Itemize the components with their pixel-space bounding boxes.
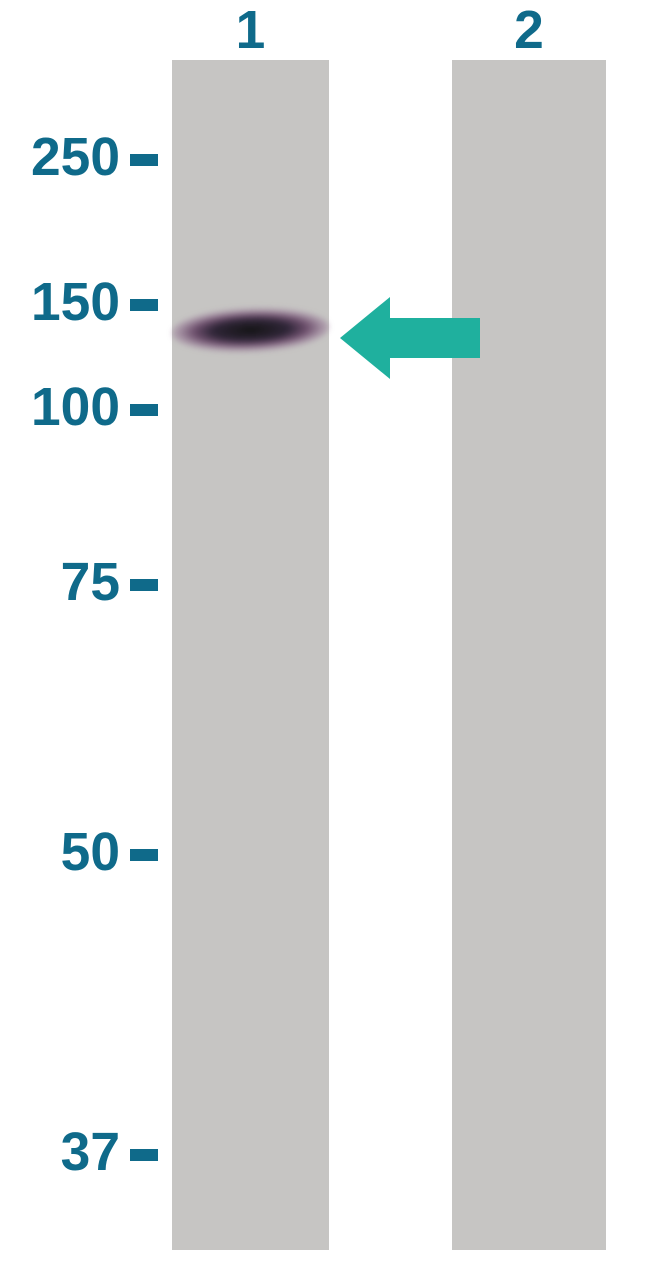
mw-marker-label: 100 [31,377,120,438]
mw-marker-label: 37 [61,1122,120,1183]
mw-marker-tick [130,154,158,166]
lane-header-lane1: 1 [172,0,329,61]
mw-marker-tick [130,404,158,416]
mw-marker-tick [130,1149,158,1161]
band-pointer-arrow-icon [340,297,480,379]
mw-marker-label: 75 [61,552,120,613]
mw-marker-tick [130,299,158,311]
mw-marker-tick [130,849,158,861]
mw-marker-label: 250 [31,127,120,188]
gel-lane1 [172,60,329,1250]
mw-marker-tick [130,579,158,591]
mw-marker-label: 50 [61,822,120,883]
mw-marker-label: 150 [31,272,120,333]
western-blot-figure: 1 2 250 150 100 75 50 37 [0,0,650,1270]
gel-lane2 [452,60,606,1250]
lane-header-lane2: 2 [452,0,606,61]
